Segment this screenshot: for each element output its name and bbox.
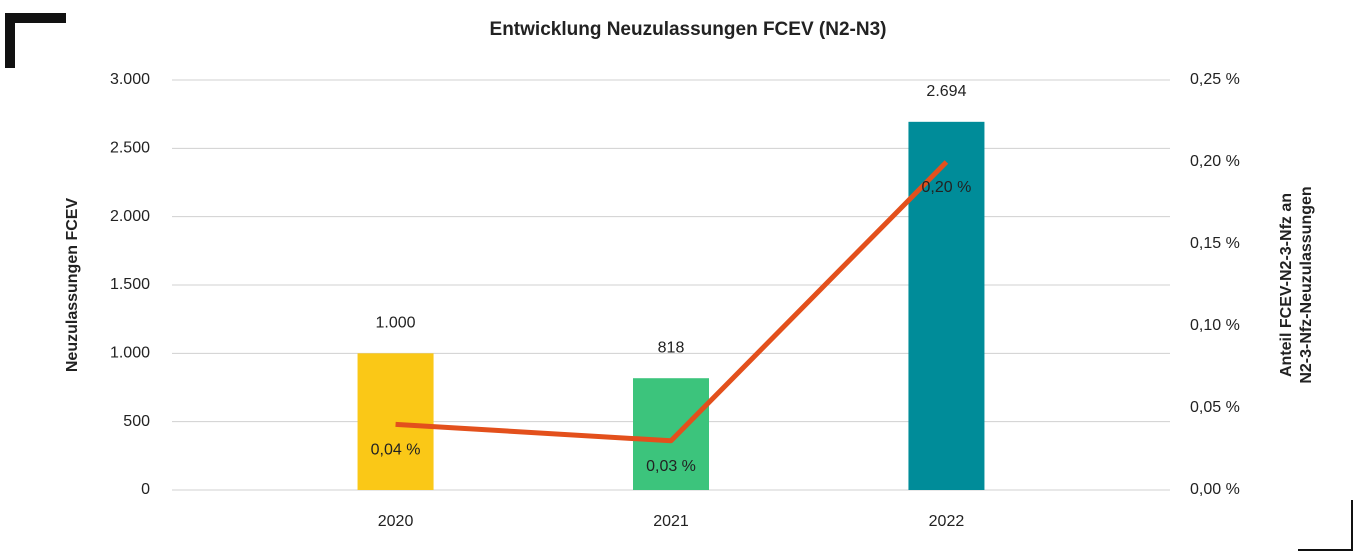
y-tick-label: 1.500 [110, 276, 150, 293]
line [395, 160, 949, 444]
y2-tick-label: 0,25 % [1190, 71, 1240, 88]
corner-bracket [1298, 500, 1353, 551]
line-value-label: 0,03 % [646, 458, 696, 475]
bar-value-label: 2.694 [926, 83, 966, 100]
bar-value-label: 1.000 [376, 315, 416, 332]
bar-value-label: 818 [658, 339, 685, 356]
corner-bracket [5, 13, 66, 68]
y2-axis-title: Anteil FCEV-N2-3-Nfz an [1278, 193, 1295, 377]
y2-axis-title: N2-3-Nfz-Neuzulassungen [1298, 186, 1315, 383]
x-tick-label: 2020 [378, 513, 414, 530]
x-tick-label: 2022 [929, 513, 965, 530]
y-tick-label: 2.000 [110, 208, 150, 225]
y2-tick-label: 0,05 % [1190, 399, 1240, 416]
chart-title: Entwicklung Neuzulassungen FCEV (N2-N3) [490, 19, 887, 40]
y-tick-label: 3.000 [110, 71, 150, 88]
y-tick-label: 2.500 [110, 140, 150, 157]
y-tick-label: 500 [123, 413, 150, 430]
y2-tick-label: 0,10 % [1190, 317, 1240, 334]
y-tick-label: 1.000 [110, 345, 150, 362]
bar [908, 121, 985, 490]
bar [633, 378, 709, 490]
y-axis-title: Neuzulassungen FCEV [64, 198, 81, 373]
line-value-label: 0,20 % [922, 179, 972, 196]
y2-tick-label: 0,15 % [1190, 235, 1240, 252]
y2-tick-label: 0,00 % [1190, 481, 1240, 498]
line-value-label: 0,04 % [371, 442, 421, 459]
y2-tick-label: 0,20 % [1190, 153, 1240, 170]
bar [357, 353, 434, 490]
x-tick-label: 2021 [653, 513, 689, 530]
y-tick-label: 0 [141, 481, 150, 498]
